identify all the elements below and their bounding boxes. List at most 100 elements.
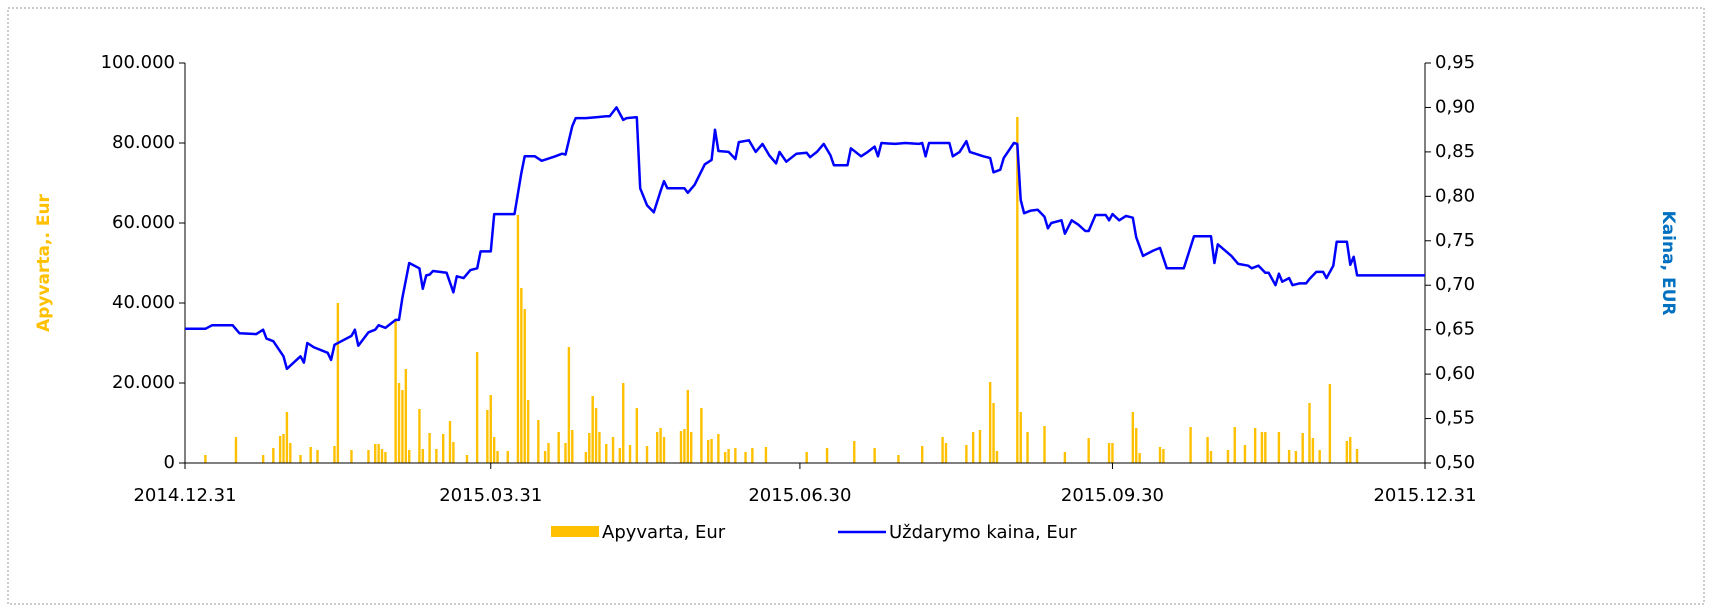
bar	[1294, 451, 1298, 463]
bar	[404, 369, 408, 463]
bar	[1264, 432, 1267, 463]
price-line	[185, 106, 1425, 371]
bar	[1162, 449, 1165, 463]
bar	[1043, 426, 1046, 463]
bar	[475, 352, 479, 463]
legend-label: Uždarymo kaina, Eur	[889, 522, 1077, 543]
bar	[727, 449, 730, 463]
bar	[261, 455, 265, 463]
bar	[1206, 437, 1209, 463]
bar	[971, 432, 975, 463]
bar	[547, 443, 550, 463]
bar	[584, 452, 588, 463]
y2-tick-label: 0,55	[1435, 408, 1475, 429]
bar	[1355, 449, 1359, 463]
bar	[1016, 117, 1019, 463]
bar	[282, 434, 285, 463]
bar	[1287, 450, 1291, 463]
bar	[1345, 441, 1349, 463]
bar	[591, 396, 594, 463]
bar	[1063, 452, 1067, 463]
bar	[717, 434, 720, 463]
bar	[408, 450, 411, 463]
bar	[605, 444, 608, 463]
x-tick-label: 2015.03.31	[439, 485, 542, 506]
bar	[1318, 450, 1321, 463]
bar	[204, 455, 207, 463]
bar	[278, 436, 282, 463]
y2-tick-label: 0,90	[1435, 96, 1475, 117]
legend-swatch	[551, 526, 599, 537]
bar	[679, 431, 683, 463]
bar	[965, 445, 968, 463]
bar	[941, 437, 944, 463]
bar	[1209, 451, 1213, 463]
bar	[628, 445, 632, 463]
y2-tick-label: 0,70	[1435, 274, 1475, 295]
y-tick-label: 80.000	[112, 132, 175, 153]
bar	[1135, 428, 1138, 463]
bar	[1301, 433, 1304, 463]
bar	[418, 409, 421, 463]
y-tick-label: 40.000	[112, 292, 175, 313]
bar	[988, 382, 992, 463]
bar	[1107, 443, 1111, 463]
bar	[285, 412, 289, 463]
bar	[1131, 412, 1135, 463]
bar	[1233, 427, 1236, 463]
bar	[316, 450, 319, 463]
bar	[662, 437, 666, 463]
bar	[571, 430, 574, 463]
bar	[1253, 428, 1257, 463]
bar	[564, 443, 567, 463]
bar	[1138, 453, 1141, 463]
bar	[1026, 432, 1029, 463]
bar	[537, 420, 540, 463]
y2-tick-label: 0,65	[1435, 319, 1475, 340]
x-tick-label: 2015.12.31	[1373, 485, 1476, 506]
bar	[751, 448, 754, 463]
y-axis-label: Apyvarta,. Eur	[34, 193, 54, 331]
bar	[992, 403, 995, 463]
bar	[567, 347, 571, 463]
bar	[1111, 443, 1114, 463]
bar	[520, 288, 523, 463]
bar	[995, 451, 999, 463]
bar	[734, 448, 737, 463]
bar	[441, 434, 445, 463]
bar	[1243, 445, 1247, 463]
bar	[764, 447, 768, 463]
bar	[805, 452, 808, 463]
x-tick-label: 2014.12.31	[133, 485, 236, 506]
y2-tick-label: 0,85	[1435, 141, 1475, 162]
bar	[598, 432, 601, 463]
bar	[1311, 438, 1315, 463]
x-tick-label: 2015.06.30	[748, 485, 851, 506]
bar	[448, 421, 452, 463]
bar	[921, 446, 924, 463]
bar	[289, 443, 292, 463]
bar	[543, 451, 547, 463]
bar	[1189, 427, 1192, 463]
bar	[374, 444, 377, 463]
bar	[489, 395, 492, 463]
bar	[622, 383, 625, 463]
bar	[594, 408, 598, 463]
bar	[452, 442, 455, 463]
bar	[492, 437, 496, 463]
bar	[401, 390, 404, 463]
bar	[377, 444, 380, 463]
bar	[618, 448, 622, 463]
bar	[978, 430, 982, 463]
bar	[683, 429, 686, 463]
bar	[465, 455, 469, 463]
bar	[333, 446, 336, 463]
legend-label: Apyvarta, Eur	[602, 522, 726, 543]
y2-tick-label: 0,75	[1435, 230, 1475, 251]
bar	[689, 432, 693, 463]
bar	[486, 410, 489, 463]
y-tick-label: 0	[164, 452, 175, 473]
y2-tick-label: 0,95	[1435, 52, 1475, 73]
bar	[516, 215, 520, 463]
bar	[1087, 438, 1090, 463]
